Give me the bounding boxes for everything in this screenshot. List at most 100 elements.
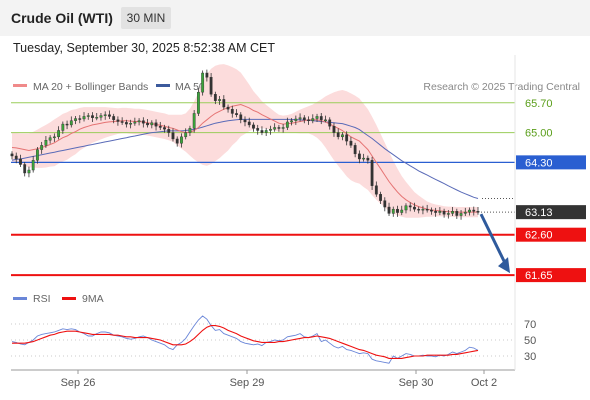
candle	[341, 132, 344, 141]
candle	[302, 115, 306, 124]
candle	[264, 127, 268, 136]
candle	[192, 110, 196, 133]
candle	[463, 207, 467, 216]
candle	[196, 87, 200, 116]
candle	[421, 205, 425, 215]
candle	[290, 118, 293, 126]
candle	[171, 128, 175, 142]
support-label-box	[516, 227, 586, 242]
candle	[294, 115, 298, 125]
candle	[328, 117, 332, 130]
candle	[400, 205, 404, 216]
projection-arrow-shaft	[479, 213, 508, 266]
candle	[150, 120, 154, 129]
candle	[468, 207, 471, 216]
candles	[10, 69, 480, 220]
candle	[324, 115, 327, 123]
x-tick-label: Sep 29	[230, 377, 265, 389]
candle	[120, 117, 124, 125]
rsi-tick-label: 30	[524, 351, 536, 363]
rsi-legend-swatch	[13, 297, 27, 300]
candle	[74, 115, 77, 125]
candle	[455, 208, 459, 219]
candle	[315, 113, 319, 122]
candle	[167, 125, 171, 137]
candle	[163, 124, 166, 133]
candle	[48, 135, 52, 144]
candle	[285, 117, 289, 131]
candle	[332, 122, 336, 137]
instrument-title: Crude Oil (WTI)	[11, 10, 113, 26]
ma20-line	[11, 103, 478, 213]
candle	[353, 142, 357, 158]
candle	[235, 109, 238, 118]
candle	[141, 117, 145, 128]
candle	[298, 113, 302, 122]
candle	[349, 136, 353, 148]
candle	[434, 207, 438, 217]
candle	[476, 207, 480, 215]
candle	[124, 119, 128, 128]
ma9-legend-swatch	[62, 297, 76, 300]
ma9-legend-label: 9MA	[82, 293, 104, 305]
candle	[65, 120, 69, 130]
candle	[383, 197, 387, 212]
candle	[99, 113, 103, 121]
candle	[213, 91, 217, 105]
candle	[61, 121, 65, 134]
candle	[387, 202, 391, 216]
timestamp: Tuesday, September 30, 2025 8:52:38 AM C…	[13, 41, 275, 55]
candle	[307, 116, 310, 125]
ma50-legend-label: MA 50	[175, 81, 205, 93]
candle	[129, 119, 133, 129]
candle	[78, 115, 82, 124]
candle	[319, 113, 323, 125]
candle	[370, 156, 374, 191]
candle	[112, 113, 116, 124]
candle	[281, 124, 285, 133]
x-tick-label: Sep 26	[61, 377, 96, 389]
resistance-label: 65.70	[525, 98, 553, 110]
candle	[391, 206, 395, 217]
candle	[10, 151, 14, 160]
support-label: 61.65	[525, 270, 553, 282]
candle	[154, 119, 158, 131]
timeframe-button[interactable]: 30 MIN	[121, 7, 171, 29]
support-label-box	[516, 268, 586, 283]
candle	[226, 104, 230, 113]
resistance-label: 65.00	[525, 128, 553, 140]
candle	[243, 116, 247, 127]
last-price-box	[516, 205, 586, 220]
candle	[336, 128, 340, 140]
candle	[404, 203, 408, 214]
candle	[95, 113, 99, 121]
x-tick-label: Oct 2	[471, 377, 497, 389]
candle	[175, 136, 179, 147]
candle	[311, 114, 315, 124]
header-bar: Crude Oil (WTI) 30 MIN	[0, 0, 590, 36]
candle	[91, 112, 94, 122]
candle	[425, 204, 429, 213]
candle	[218, 95, 221, 105]
candle	[362, 153, 366, 162]
candle	[27, 166, 31, 178]
rsi-line	[11, 315, 479, 364]
candle	[357, 150, 361, 164]
candle	[374, 181, 378, 197]
candle	[345, 131, 349, 146]
rsi-panel: 70 50 30	[11, 315, 536, 364]
candle	[396, 205, 399, 217]
projection-arrow-head	[498, 257, 510, 274]
candle	[273, 123, 277, 132]
candle	[52, 133, 56, 142]
ma20-legend-swatch	[13, 84, 27, 87]
pivot-label-box	[516, 155, 586, 170]
candle	[459, 210, 463, 220]
candle	[430, 207, 433, 215]
candle	[446, 210, 450, 219]
candle	[438, 207, 442, 216]
candle	[247, 117, 251, 128]
candle	[44, 135, 48, 148]
candle	[137, 118, 141, 126]
